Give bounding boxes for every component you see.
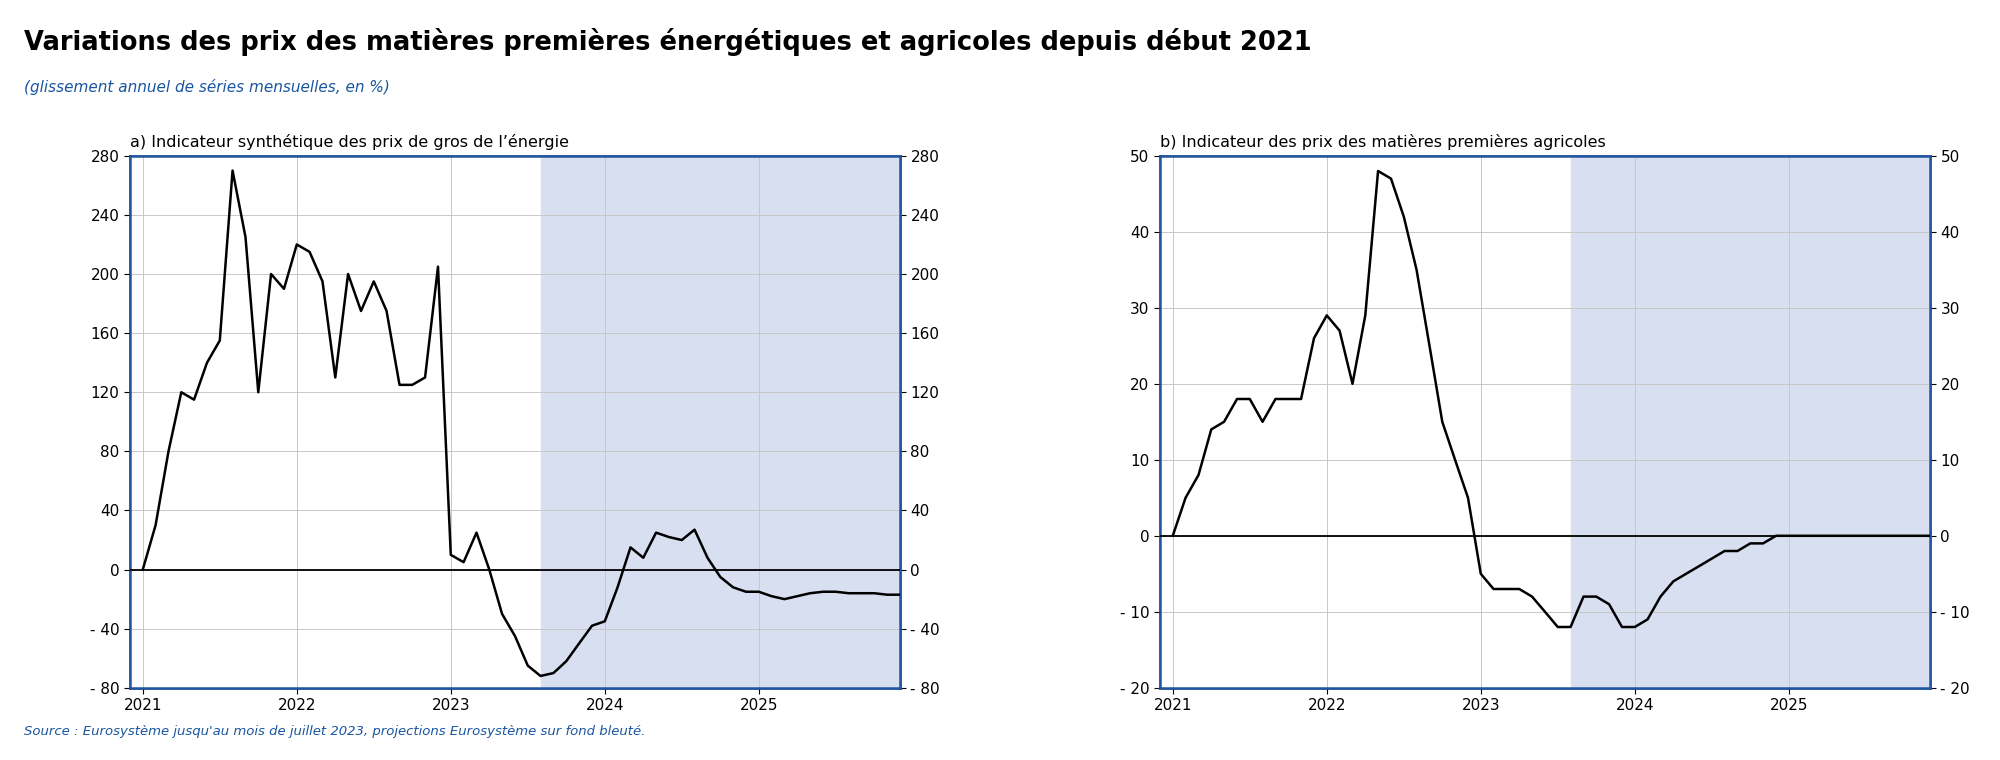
Text: Source : Eurosystème jusqu'au mois de juillet 2023, projections Eurosystème sur : Source : Eurosystème jusqu'au mois de ju… — [24, 724, 646, 738]
Text: b) Indicateur des prix des matières premières agricoles: b) Indicateur des prix des matières prem… — [1160, 135, 1606, 150]
Text: Variations des prix des matières premières énergétiques et agricoles depuis débu: Variations des prix des matières premièr… — [24, 28, 1312, 55]
Bar — [1570, 156, 2000, 688]
Text: (glissement annuel de séries mensuelles, en %): (glissement annuel de séries mensuelles,… — [24, 79, 390, 96]
Bar — [540, 156, 976, 688]
Text: a) Indicateur synthétique des prix de gros de l’énergie: a) Indicateur synthétique des prix de gr… — [130, 135, 570, 150]
